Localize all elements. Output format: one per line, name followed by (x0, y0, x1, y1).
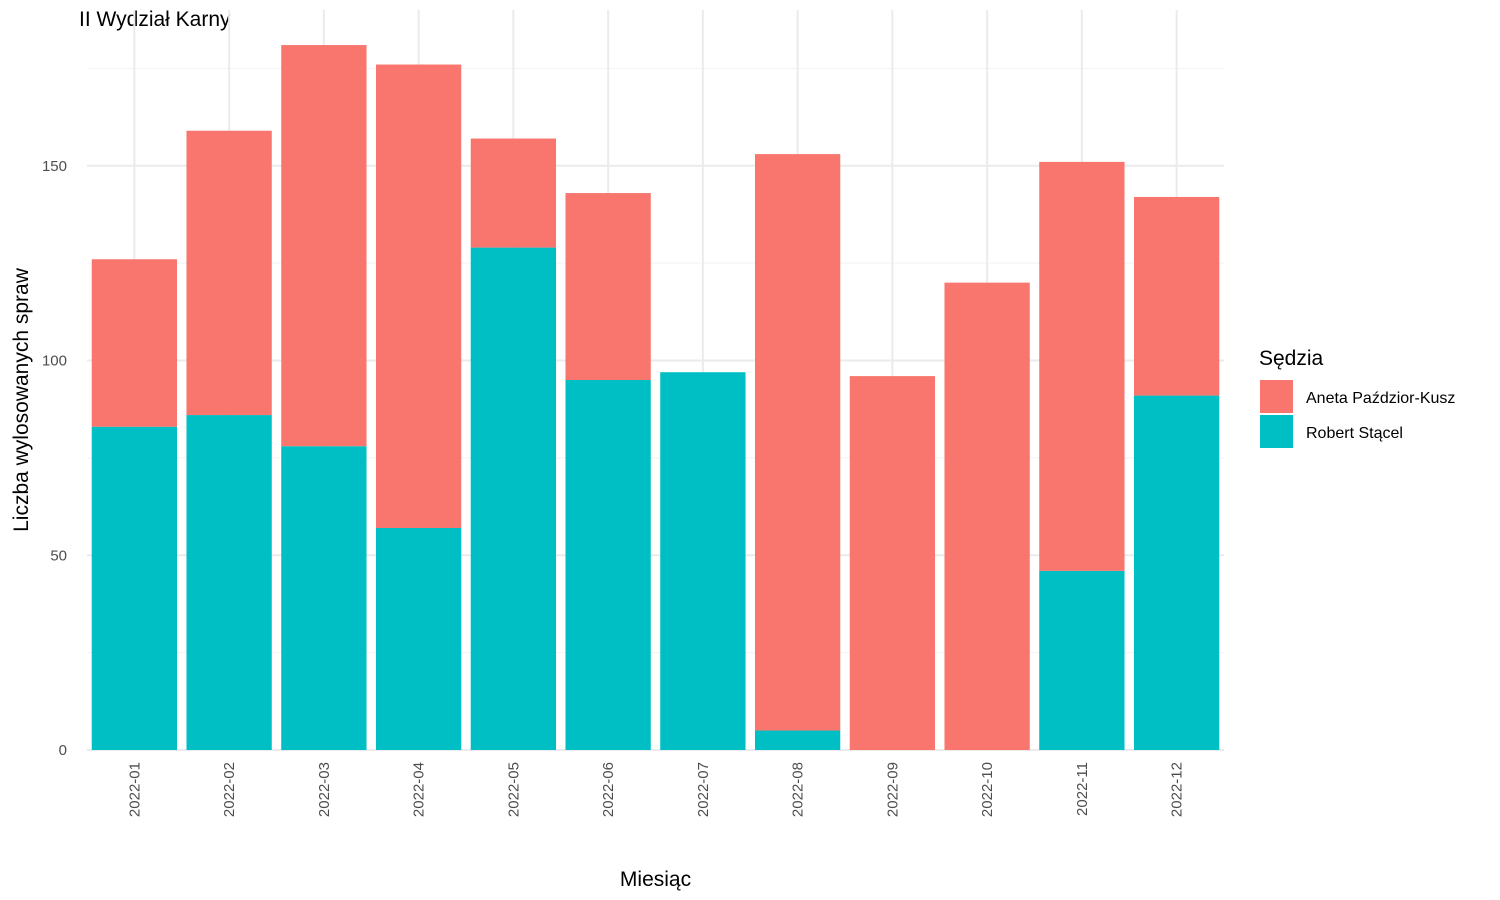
bar-segment (1133, 196, 1220, 396)
bar-segment (1039, 161, 1125, 571)
legend-swatch (1260, 415, 1293, 448)
x-tick-label: 2022-10 (979, 762, 996, 817)
chart-title: II Wydział Karny (79, 8, 231, 31)
x-tick-label: 2022-12 (1169, 762, 1186, 817)
bar-layer (91, 45, 1220, 750)
bar-segment (91, 426, 178, 750)
bar-segment (375, 64, 462, 529)
bar-segment (1133, 395, 1220, 750)
bar-segment (660, 372, 746, 750)
x-tick-label: 2022-03 (316, 762, 333, 817)
x-tick-label: 2022-07 (695, 762, 712, 817)
bar-segment (470, 247, 557, 750)
y-tick-label: 50 (50, 547, 67, 564)
legend-label: Robert Stącel (1306, 425, 1403, 442)
bar-segment (849, 376, 936, 750)
axis-layer: 0 50 100 150 2022-01 2022-02 2022-03 2022-04 202… (42, 158, 1186, 817)
x-tick-label: 2022-08 (790, 762, 807, 817)
bar-segment (186, 130, 272, 416)
bar-segment (944, 282, 1030, 750)
bar-segment (1039, 570, 1125, 750)
bar-segment (754, 730, 841, 750)
x-tick-label: 2022-05 (505, 762, 522, 817)
bar-segment (281, 446, 367, 750)
x-axis-title: Miesiąc (620, 868, 691, 891)
bar-segment (375, 528, 462, 750)
bar-segment (470, 138, 557, 248)
bar-segment (186, 415, 272, 750)
x-tick-label: 2022-09 (884, 762, 901, 817)
y-tick-label: 100 (42, 353, 67, 370)
legend: Sędzia Aneta Paździor-Kusz Robert Stącel (1259, 347, 1455, 448)
legend-label: Aneta Paździor-Kusz (1306, 390, 1455, 407)
y-tick-label: 0 (59, 742, 67, 759)
bar-segment (91, 259, 178, 427)
bar-segment (565, 380, 651, 750)
x-tick-label: 2022-11 (1074, 762, 1091, 816)
x-tick-label: 2022-04 (411, 762, 428, 817)
x-tick-label: 2022-06 (600, 762, 617, 817)
y-tick-label: 150 (42, 158, 67, 175)
x-tick-label: 2022-01 (126, 762, 143, 817)
y-axis-title: Liczba wylosowanych spraw (10, 267, 33, 532)
bar-segment (281, 45, 367, 447)
x-tick-label: 2022-02 (221, 762, 238, 817)
bar-segment (565, 193, 651, 380)
legend-title: Sędzia (1259, 347, 1324, 370)
bar-segment (754, 154, 841, 731)
legend-swatch (1260, 380, 1293, 413)
